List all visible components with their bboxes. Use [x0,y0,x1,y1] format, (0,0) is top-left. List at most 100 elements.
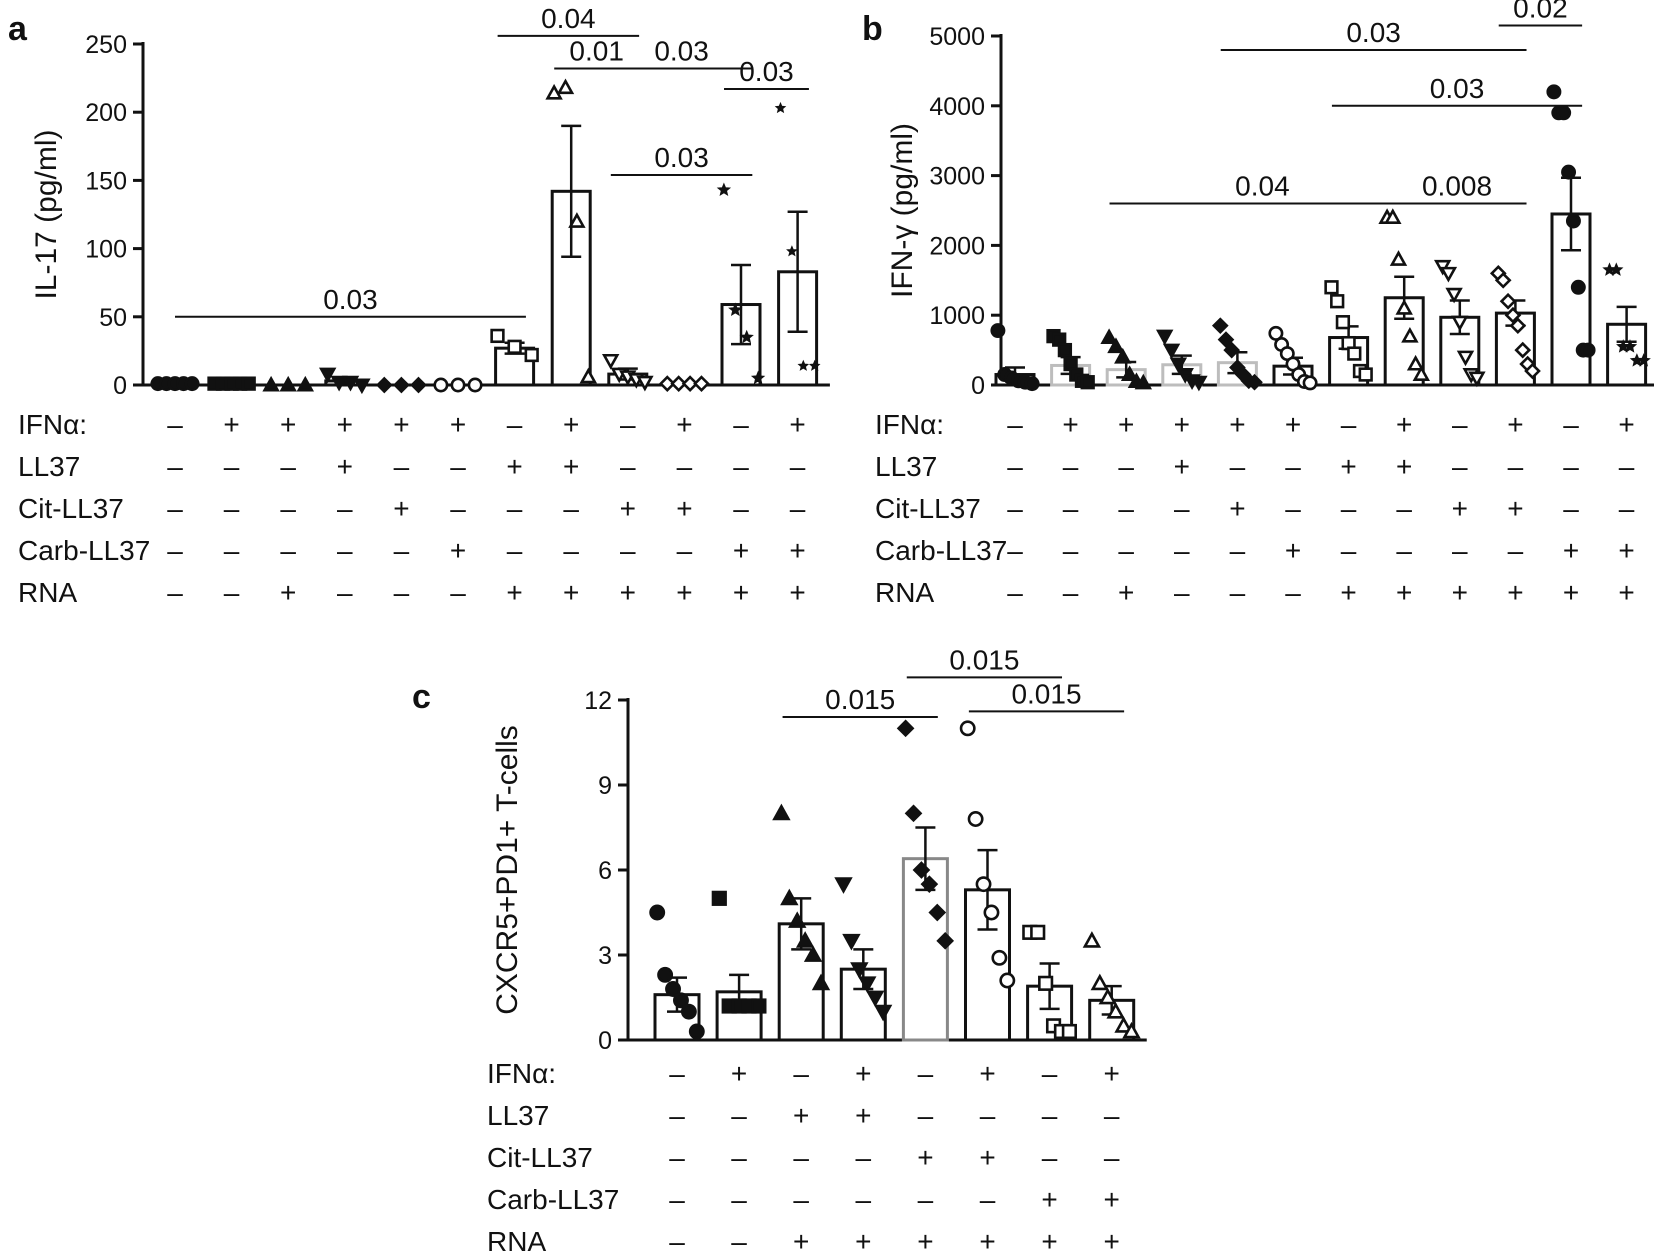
condition-sign: – [669,1100,685,1131]
data-point [1122,1021,1141,1039]
data-point [673,992,689,1009]
panel-letter: b [862,10,883,48]
data-point [490,328,505,344]
condition-sign: – [677,451,693,482]
y-tick-label: 100 [85,236,127,264]
data-point [1134,373,1153,390]
condition-sign: – [1563,409,1579,440]
condition-sign: + [1174,409,1190,440]
condition-sign: + [1452,493,1468,524]
data-point [716,182,732,196]
data-point [928,903,947,922]
condition-sign: – [394,535,410,566]
condition-sign: – [669,1226,685,1257]
condition-sign: + [506,451,522,482]
condition-sign: – [1007,451,1023,482]
y-tick-label: 9 [598,772,612,800]
data-point [896,719,915,738]
data-point [1335,315,1351,330]
condition-sign: + [1618,535,1634,566]
data-point [556,78,575,95]
condition-sign: – [1118,451,1134,482]
condition-sign: + [979,1142,995,1173]
condition-sign: + [1229,493,1245,524]
data-point [990,323,1006,339]
condition-sign: – [1007,409,1023,440]
data-point [904,804,923,823]
condition-sign: + [793,1226,809,1257]
condition-sign: – [167,451,183,482]
data-point [1061,1023,1077,1040]
condition-sign: – [1007,493,1023,524]
data-point [1401,326,1419,343]
condition-sign: – [1341,493,1357,524]
data-point [375,376,393,394]
condition-sign: + [1104,1184,1120,1215]
data-point [991,949,1008,966]
p-value-label: 0.008 [1422,171,1492,202]
y-tick-label: 50 [99,304,127,332]
condition-sign: – [1230,577,1246,608]
condition-sign: + [223,409,239,440]
condition-sign: – [1563,493,1579,524]
p-value-label: 0.01 [569,36,624,67]
condition-sign: + [1452,577,1468,608]
condition-sign: + [1041,1184,1057,1215]
data-point [1580,342,1596,358]
data-point [1412,365,1431,382]
p-value-label: 0.04 [1235,171,1290,202]
condition-sign: + [1229,409,1245,440]
condition-sign: + [789,535,805,566]
condition-sign: + [563,409,579,440]
y-tick-label: 3 [598,942,612,970]
data-point [1395,299,1413,315]
data-point [936,931,955,950]
condition-sign: + [917,1142,933,1173]
condition-sign: + [855,1058,871,1089]
data-point [184,376,200,392]
y-tick-label: 250 [85,31,127,59]
data-point [1155,329,1174,346]
condition-sign: – [1285,577,1301,608]
data-point [1468,371,1486,388]
condition-sign: + [979,1226,995,1257]
y-tick-label: 200 [85,99,127,127]
data-point [670,375,688,392]
data-point [1090,973,1110,991]
p-value-label: 0.03 [654,142,709,173]
condition-sign: – [1452,535,1468,566]
p-value-label: 0.03 [739,56,794,87]
condition-label: IFNα: [18,409,87,440]
p-value-label: 0.015 [825,684,895,715]
y-tick-label: 0 [598,1027,612,1055]
condition-sign: – [1174,493,1190,524]
data-point [318,367,337,384]
data-point [1246,373,1263,391]
data-point [279,375,297,392]
data-point [999,972,1016,989]
condition-sign: – [1063,577,1079,608]
data-point [636,375,654,392]
p-value-label: 0.03 [323,284,378,315]
y-axis-label: IFN-γ (pg/ml) [886,123,919,298]
condition-label: Carb-LL37 [875,535,1007,566]
data-point [811,973,831,991]
condition-sign: – [1174,577,1190,608]
condition-sign: + [1104,1058,1120,1089]
data-point [353,378,371,395]
data-point [1451,315,1469,332]
condition-sign: – [1063,493,1079,524]
condition-sign: – [620,409,636,440]
data-point [601,353,620,370]
condition-label: Cit-LL37 [487,1142,593,1173]
condition-sign: – [224,451,240,482]
condition-sign: – [793,1142,809,1173]
condition-sign: – [1563,451,1579,482]
condition-sign: + [1174,451,1190,482]
y-tick-label: 0 [971,372,985,400]
panel-c: c 0 3 6 9 12 CXCR5+PD1+ T-cells IFNα: – + – + – + – + LL… [412,644,1147,1257]
condition-sign: – [1285,451,1301,482]
condition-label: LL37 [18,451,80,482]
data-point [1114,1016,1133,1033]
data-point [1120,365,1139,382]
